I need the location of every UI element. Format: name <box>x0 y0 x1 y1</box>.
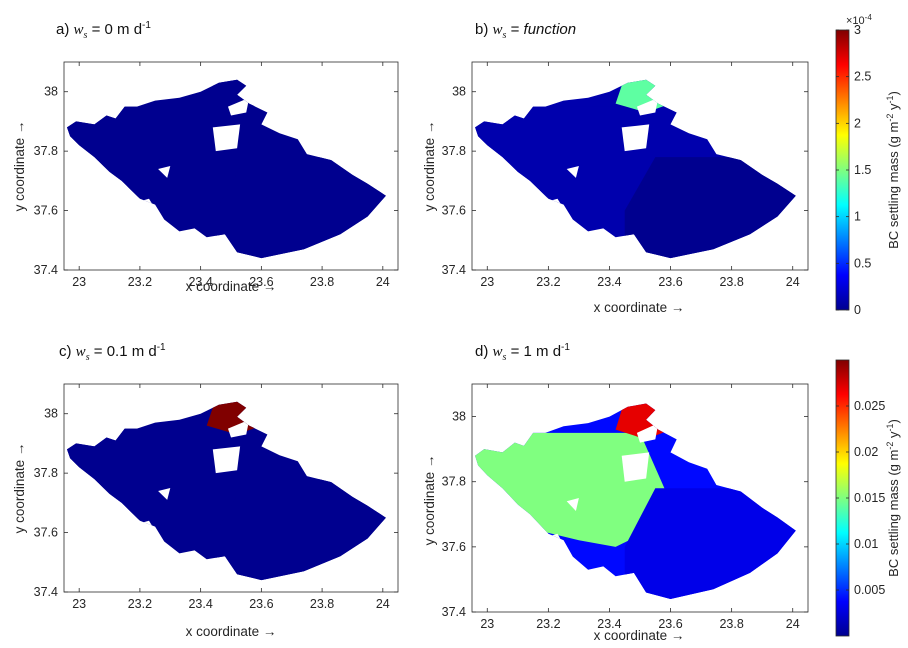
panel-d-ytick-label: 37.6 <box>442 540 466 554</box>
panel-a-island-2 <box>158 166 171 178</box>
cb-bot-ticks-label: 0.025 <box>854 399 885 413</box>
panel-b-map <box>475 79 796 259</box>
panel-c-map <box>67 401 386 581</box>
panel-a-island-3 <box>228 97 250 116</box>
panel-d-xtick-label: 24 <box>786 617 800 631</box>
panel-b-ytick-label: 37.8 <box>442 144 466 158</box>
panel-c-island-2 <box>158 488 171 500</box>
panel-a-ytick-label: 37.6 <box>34 204 58 218</box>
panel-b-xtick-label: 23 <box>480 275 494 289</box>
cb-top-ticks-label: 2 <box>854 116 861 130</box>
panel-c-title: c) ws = 0.1 m d-1 <box>59 342 166 363</box>
panel-c-xtick-label: 24 <box>376 597 390 611</box>
panel-b-island-0 <box>621 124 650 152</box>
cb-top-ticks-label: 0.5 <box>854 256 871 270</box>
panel-b-ylabel: y coordinate → <box>422 121 437 212</box>
panel-c-xtick-label: 23.4 <box>188 597 212 611</box>
panel-b-ytick-label: 37.4 <box>442 263 466 277</box>
panel-a-xtick-label: 23.6 <box>249 275 273 289</box>
panel-c-xtick-label: 23.6 <box>249 597 273 611</box>
panel-c-xtick-label: 23 <box>72 597 86 611</box>
cb-top-ticks-label: 3 <box>854 23 861 37</box>
colorbar-bottom-ticks: 0.005 0.01 0.015 0.02 0.025 <box>836 399 885 597</box>
panel-d-xtick-label: 23 <box>480 617 494 631</box>
panel-d-xtick-label: 23.8 <box>719 617 743 631</box>
panel-a-east-area <box>215 157 386 259</box>
panel-b-xtick-label: 23.4 <box>597 275 621 289</box>
panel-a-xlabel: x coordinate → <box>186 279 277 294</box>
panel-c-east-area <box>215 479 386 581</box>
panel-a-ytick-label: 37.4 <box>34 263 58 277</box>
panel-d-xtick-label: 23.4 <box>597 617 621 631</box>
cb-bot-ticks-label: 0.01 <box>854 537 878 551</box>
panel-c-xlabel: x coordinate → <box>186 624 277 639</box>
panel-b-xtick-label: 24 <box>786 275 800 289</box>
cb-bot-ticks-label: 0.015 <box>854 491 885 505</box>
panel-d-island-3 <box>636 423 659 443</box>
cb-bot-ticks-label: 0.02 <box>854 445 878 459</box>
panel-a-map <box>67 79 386 259</box>
panel-d-island-2 <box>566 498 579 511</box>
cb-top-ticks-label: 2.5 <box>854 70 871 84</box>
panel-a-xtick-label: 23 <box>72 275 86 289</box>
cb-top-ticks-label: 1.5 <box>854 163 871 177</box>
panel-c: c) ws = 0.1 m d-1 23 23.2 23.4 23.6 23.8 24 3… <box>12 342 399 639</box>
panel-a: a) ws = 0 m d-1 23 23.2 23.4 23.6 23.8 24 37.… <box>12 20 399 294</box>
panel-a-ytick-label: 37.8 <box>34 144 58 158</box>
panel-c-ylabel: y coordinate → <box>12 443 27 534</box>
panel-a-xtick-label: 23.4 <box>188 275 212 289</box>
panel-d-xtick-label: 23.2 <box>536 617 560 631</box>
cb-top-ticks-label: 0 <box>854 303 861 317</box>
panel-d-xlabel: x coordinate → <box>594 628 685 643</box>
panel-b-island-3 <box>636 97 659 116</box>
panel-d-island-0 <box>621 452 650 482</box>
panel-d: d) ws = 1 m d-1 23 23.2 23.4 23.6 23.8 24 37.… <box>422 342 901 643</box>
panel-a-island-0 <box>212 124 241 152</box>
panel-b-xlabel: x coordinate → <box>594 300 685 315</box>
panel-d-ytick-label: 37.8 <box>442 475 466 489</box>
panel-c-axes <box>63 383 399 593</box>
panel-d-ylabel: y coordinate → <box>422 455 437 546</box>
panel-b-ytick-label: 37.6 <box>442 204 466 218</box>
panel-c-ytick-label: 37.4 <box>34 585 58 599</box>
panel-b-title: b) ws = function <box>475 21 576 41</box>
panel-b-axes <box>471 61 809 271</box>
cb-bot-ticks-label: 0.005 <box>854 583 885 597</box>
panel-b-xtick-label: 23.6 <box>658 275 682 289</box>
panel-c-ytick-label: 38 <box>44 407 58 421</box>
panel-b-east-area <box>624 157 796 259</box>
panel-c-island-3 <box>228 419 250 438</box>
panel-b-xtick-label: 23.2 <box>536 275 560 289</box>
panel-c-xtick-label: 23.2 <box>128 597 152 611</box>
colorbar-top-ticks: 0 0.5 1 1.5 2 2.5 3 <box>836 23 871 317</box>
panel-a-axes <box>63 61 399 271</box>
colorbar-bottom-label: BC settling mass (g m-2 y-1) <box>885 419 901 577</box>
panel-d-east-area <box>624 488 796 599</box>
panel-c-ytick-label: 37.8 <box>34 466 58 480</box>
panel-c-island-0 <box>212 446 241 474</box>
panel-b-xtick-label: 23.8 <box>719 275 743 289</box>
panel-d-ytick-label: 38 <box>452 410 466 424</box>
panel-a-ytick-label: 38 <box>44 85 58 99</box>
panel-d-xtick-label: 23.6 <box>658 617 682 631</box>
panel-c-ytick-label: 37.6 <box>34 526 58 540</box>
panel-a-title: a) ws = 0 m d-1 <box>56 20 151 41</box>
panel-d-title: d) ws = 1 m d-1 <box>475 342 570 363</box>
panel-a-xtick-label: 23.8 <box>310 275 334 289</box>
panel-a-ylabel: y coordinate → <box>12 121 27 212</box>
panel-c-xtick-label: 23.8 <box>310 597 334 611</box>
panel-d-ytick-label: 37.4 <box>442 605 466 619</box>
colorbar-top-exponent: ×10-4 <box>846 13 872 27</box>
panel-a-xtick-label: 23.2 <box>128 275 152 289</box>
panel-b-island-2 <box>566 166 579 178</box>
panel-d-map <box>475 403 796 599</box>
cb-top-ticks-label: 1 <box>854 210 861 224</box>
panel-b: b) ws = function 23 23.2 23.4 23.6 23.8 24 37… <box>422 13 901 317</box>
colorbar-top-label: BC settling mass (g m-2 y-1) <box>885 91 901 249</box>
panel-d-axes <box>471 383 809 613</box>
panel-b-ytick-label: 38 <box>452 85 466 99</box>
panel-a-xtick-label: 24 <box>376 275 390 289</box>
